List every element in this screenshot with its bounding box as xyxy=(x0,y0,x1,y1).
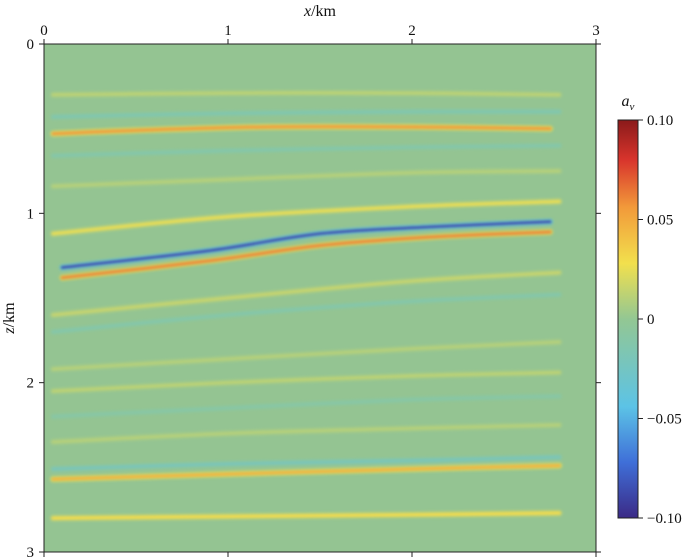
colorbar-tick-label: 0.05 xyxy=(647,213,673,229)
reflector-event xyxy=(49,89,563,99)
reflector-event xyxy=(49,509,563,522)
reflector-event xyxy=(49,291,563,336)
reflector-event xyxy=(49,338,563,373)
reflector-core xyxy=(51,340,561,371)
reflector-core xyxy=(51,511,561,520)
colorbar-gradient xyxy=(617,119,639,519)
reflector-core xyxy=(51,394,561,419)
reflector-core xyxy=(51,91,561,97)
x-tick-label: 0 xyxy=(40,23,48,39)
reflector-core xyxy=(51,371,561,393)
reflector-core xyxy=(51,455,561,471)
reflector-core xyxy=(51,199,561,236)
x-tick-label: 1 xyxy=(224,23,232,39)
x-tick-label: 3 xyxy=(592,23,600,39)
reflector-event xyxy=(49,369,563,395)
y-axis-title: z/km xyxy=(1,302,18,335)
reflector-event xyxy=(49,167,563,190)
reflector-event xyxy=(49,108,563,121)
colorbar-tick-label: −0.05 xyxy=(647,412,682,428)
x-axis-title: x/km xyxy=(303,3,337,20)
x-axis-ticks: 0 1 2 3 xyxy=(40,23,600,557)
reflector-core xyxy=(60,220,552,270)
y-tick-label: 1 xyxy=(27,206,35,222)
reflector-core xyxy=(51,144,561,158)
reflector-event xyxy=(49,453,563,473)
x-tick-label: 2 xyxy=(408,23,416,39)
y-tick-label: 2 xyxy=(27,376,35,392)
reflector-core xyxy=(51,464,561,481)
reflector-event xyxy=(49,269,563,319)
reflector-event xyxy=(49,198,563,237)
reflector-core xyxy=(51,125,552,136)
reflector-core xyxy=(60,230,552,280)
reflector-event xyxy=(49,392,563,420)
reflector-event xyxy=(59,218,554,271)
reflector-event xyxy=(49,142,563,160)
colorbar-ticks: 0.10 0.05 0 −0.05 −0.10 xyxy=(638,113,682,527)
reflector-event xyxy=(59,228,554,281)
colorbar-tick-label: 0.10 xyxy=(647,113,673,129)
reflector-event xyxy=(49,462,563,483)
reflector-event xyxy=(49,123,554,138)
reflector-core xyxy=(51,169,561,188)
reflector-core xyxy=(51,110,561,119)
reflector-layer xyxy=(49,89,563,522)
reflector-core xyxy=(51,271,561,317)
reflector-core xyxy=(51,423,561,444)
reflector-event xyxy=(49,421,563,446)
y-tick-label: 0 xyxy=(27,37,35,53)
plot-frame xyxy=(43,43,597,553)
y-tick-label: 3 xyxy=(27,545,35,560)
y-axis-ticks: 0 1 2 3 xyxy=(27,37,601,560)
reflector-core xyxy=(51,293,561,334)
colorbar-tick-label: −0.10 xyxy=(647,511,682,527)
colorbar: av 0.10 0.05 0 −0.05 −0.10 xyxy=(617,93,682,527)
colorbar-title: av xyxy=(622,93,635,113)
heatmap-plot-area xyxy=(44,44,596,552)
colorbar-tick-label: 0 xyxy=(647,312,655,328)
